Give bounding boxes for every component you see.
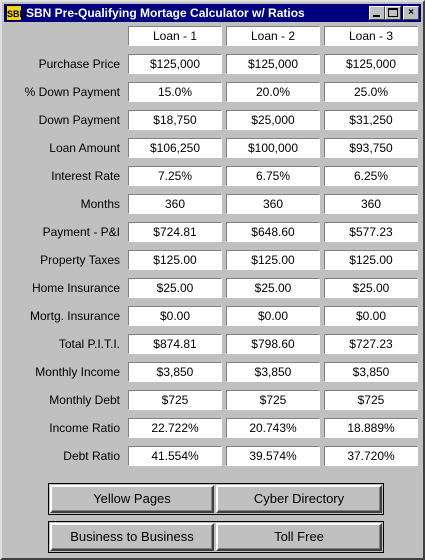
- value-field[interactable]: 25.0%: [324, 82, 418, 102]
- value-field[interactable]: $25.00: [324, 278, 418, 298]
- row-label: Monthly Income: [35, 365, 120, 379]
- row-label: Mortg. Insurance: [29, 309, 120, 323]
- row-label: % Down Payment: [24, 85, 120, 99]
- value-field[interactable]: 15.0%: [128, 82, 222, 102]
- value-field[interactable]: 6.25%: [324, 166, 418, 186]
- row-label: Interest Rate: [51, 169, 120, 183]
- minimize-icon[interactable]: [369, 6, 385, 20]
- toll-free-button[interactable]: Toll Free: [216, 523, 382, 551]
- value-field[interactable]: $100,000: [226, 138, 320, 158]
- row-label: Purchase Price: [38, 57, 120, 71]
- value-field[interactable]: $106,250: [128, 138, 222, 158]
- value-field[interactable]: $725: [128, 390, 222, 410]
- value-field[interactable]: $25,000: [226, 110, 320, 130]
- row-label: Monthly Debt: [49, 393, 120, 407]
- value-field[interactable]: $725: [226, 390, 320, 410]
- value-field[interactable]: 360: [128, 194, 222, 214]
- row-label: Debt Ratio: [63, 449, 120, 463]
- window-title: SBN Pre-Qualifying Mortage Calculator w/…: [26, 6, 305, 20]
- value-field[interactable]: $3,850: [128, 362, 222, 382]
- value-field[interactable]: $3,850: [324, 362, 418, 382]
- app-icon[interactable]: SBN: [6, 5, 26, 21]
- bottom-button-group: [48, 521, 384, 553]
- value-field[interactable]: $25.00: [128, 278, 222, 298]
- maximize-icon[interactable]: [385, 6, 401, 20]
- value-field[interactable]: $0.00: [226, 306, 320, 326]
- value-field[interactable]: $31,250: [324, 110, 418, 130]
- value-field[interactable]: $125.00: [128, 250, 222, 270]
- value-field[interactable]: 18.889%: [324, 418, 418, 438]
- column-header-loan-3: Loan - 3: [324, 26, 418, 46]
- close-icon[interactable]: ×: [403, 6, 419, 20]
- value-field[interactable]: 6.75%: [226, 166, 320, 186]
- column-header-loan-1: Loan - 1: [128, 26, 222, 46]
- row-label: Down Payment: [38, 113, 120, 127]
- value-field[interactable]: 39.574%: [226, 446, 320, 466]
- value-field[interactable]: $0.00: [324, 306, 418, 326]
- row-label: Payment - P&I: [42, 225, 120, 239]
- value-field[interactable]: $25.00: [226, 278, 320, 298]
- value-field[interactable]: $727.23: [324, 334, 418, 354]
- value-field[interactable]: 360: [226, 194, 320, 214]
- row-label: Months: [80, 197, 120, 211]
- value-field[interactable]: 41.554%: [128, 446, 222, 466]
- value-field[interactable]: 7.25%: [128, 166, 222, 186]
- title-bar[interactable]: SBN SBN Pre-Qualifying Mortage Calculato…: [4, 4, 421, 22]
- value-field[interactable]: 37.720%: [324, 446, 418, 466]
- value-field[interactable]: 22.722%: [128, 418, 222, 438]
- value-field[interactable]: $18,750: [128, 110, 222, 130]
- value-field[interactable]: $577.23: [324, 222, 418, 242]
- value-field[interactable]: $0.00: [128, 306, 222, 326]
- value-field[interactable]: $125.00: [226, 250, 320, 270]
- yellow-pages-button[interactable]: Yellow Pages: [50, 485, 214, 513]
- value-field[interactable]: 360: [324, 194, 418, 214]
- row-label: Home Insurance: [31, 281, 120, 295]
- row-label: Loan Amount: [49, 141, 120, 155]
- value-field[interactable]: $125,000: [128, 54, 222, 74]
- row-label: Property Taxes: [40, 253, 120, 267]
- top-button-group: [48, 483, 384, 515]
- cyber-directory-button[interactable]: Cyber Directory: [216, 485, 382, 513]
- value-field[interactable]: $125.00: [324, 250, 418, 270]
- row-label: Total P.I.T.I.: [58, 337, 120, 351]
- value-field[interactable]: $3,850: [226, 362, 320, 382]
- business-to-business-button[interactable]: Business to Business: [50, 523, 214, 551]
- value-field[interactable]: $725: [324, 390, 418, 410]
- value-field[interactable]: $125,000: [226, 54, 320, 74]
- value-field[interactable]: 20.743%: [226, 418, 320, 438]
- row-label: Income Ratio: [49, 421, 120, 435]
- value-field[interactable]: $125,000: [324, 54, 418, 74]
- value-field[interactable]: $648.60: [226, 222, 320, 242]
- value-field[interactable]: $874.81: [128, 334, 222, 354]
- value-field[interactable]: $724.81: [128, 222, 222, 242]
- value-field[interactable]: $798.60: [226, 334, 320, 354]
- column-header-loan-2: Loan - 2: [226, 26, 320, 46]
- value-field[interactable]: 20.0%: [226, 82, 320, 102]
- value-field[interactable]: $93,750: [324, 138, 418, 158]
